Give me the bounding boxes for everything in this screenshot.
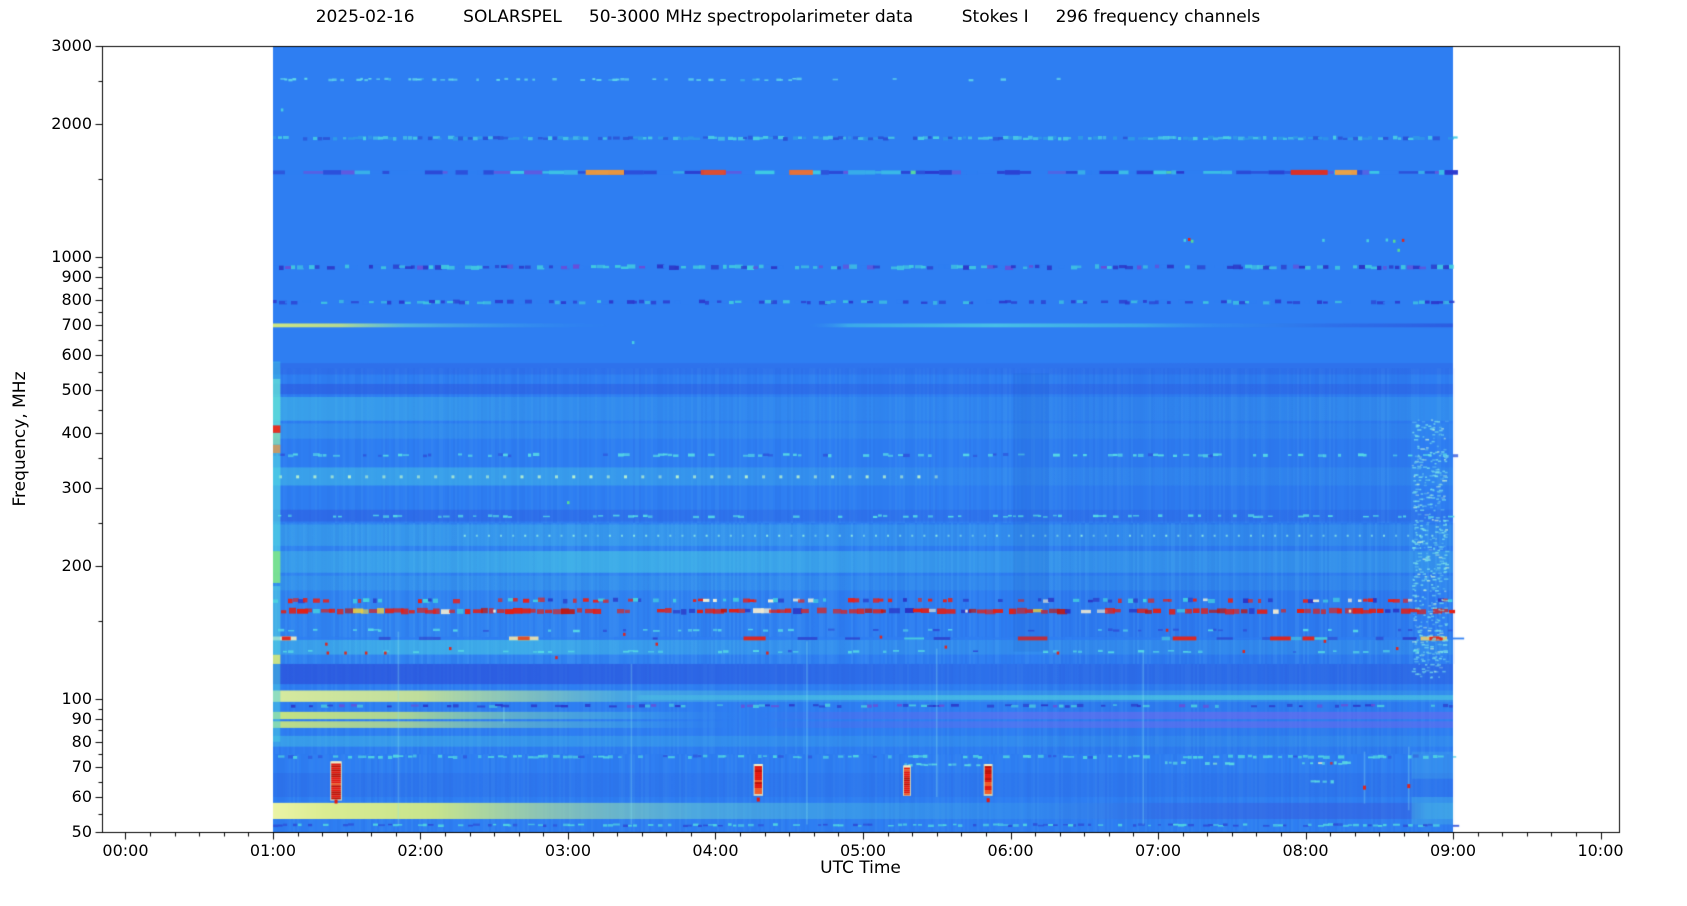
- y-tick-label: 900: [61, 267, 92, 287]
- y-tick-label: 80: [71, 731, 92, 751]
- y-tick-label: 800: [61, 289, 92, 309]
- x-tick-label: 04:00: [692, 841, 739, 860]
- y-tick-label: 2000: [51, 113, 92, 133]
- y-tick-label: 90: [71, 709, 92, 729]
- x-tick-label: 00:00: [102, 841, 149, 860]
- x-tick-label: 10:00: [1577, 841, 1624, 860]
- x-tick-label: 05:00: [839, 841, 887, 860]
- x-tick-label: 09:00: [1429, 841, 1477, 860]
- y-tick-label: 600: [61, 344, 92, 364]
- y-tick-label: 700: [61, 315, 92, 335]
- y-tick-label: 200: [61, 555, 92, 575]
- x-tick-label: 01:00: [249, 841, 297, 860]
- y-tick-label: 1000: [51, 246, 92, 266]
- y-tick-label: 70: [71, 757, 92, 777]
- x-tick-label: 08:00: [1282, 841, 1329, 860]
- plot-title: 2025-02-16 SOLARSPEL 50-3000 MHz spectro…: [315, 7, 1261, 27]
- x-tick-label: 02:00: [397, 841, 444, 860]
- x-axis-label: UTC Time: [820, 858, 901, 878]
- x-tick-label: 06:00: [987, 841, 1034, 860]
- x-tick-label: 03:00: [544, 841, 592, 860]
- y-tick-label: 100: [61, 688, 92, 708]
- y-tick-label: 300: [61, 478, 92, 498]
- y-tick-label: 3000: [51, 36, 92, 55]
- x-tick-label: 07:00: [1134, 841, 1182, 860]
- y-tick-label: 60: [71, 786, 92, 806]
- y-tick-label: 400: [61, 422, 92, 442]
- y-tick-label: 500: [61, 379, 92, 399]
- y-tick-label: 50: [71, 822, 92, 841]
